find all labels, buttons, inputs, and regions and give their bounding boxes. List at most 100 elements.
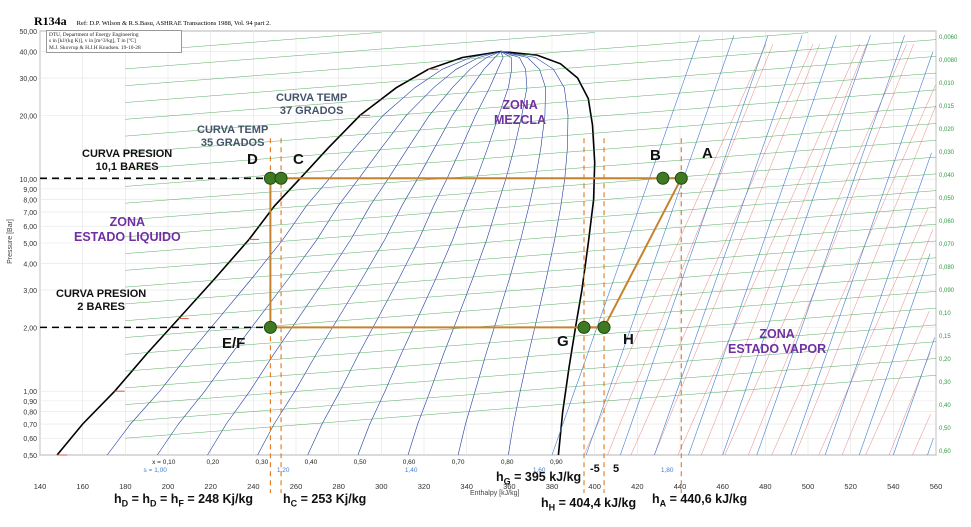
x-tick-label: 220 [204, 482, 217, 491]
right-axis-label: 0,30 [939, 380, 951, 386]
entropy-line [927, 438, 934, 456]
x-tick-label: 140 [34, 482, 47, 491]
right-axis-label: 0,060 [939, 219, 955, 225]
isotherm-line [583, 43, 767, 456]
entropy-label: 1,80 [661, 467, 674, 474]
x-tick-label: 300 [375, 482, 388, 491]
y-tick-label: 0,50 [23, 453, 37, 460]
annotation-line: CURVA TEMP [276, 92, 348, 104]
volume-line [125, 257, 937, 321]
y-tick-label: 0,90 [23, 399, 37, 406]
entropy-line [756, 35, 905, 456]
point-label-EF: E/F [222, 335, 246, 352]
point-label-H: H [623, 331, 634, 348]
x-tick-label: 200 [162, 482, 175, 491]
point-label-A: A [702, 145, 713, 162]
entropy-line [893, 337, 935, 456]
y-tick-label: 1,00 [23, 389, 37, 396]
quality-line [407, 51, 528, 456]
cycle-point-marker [577, 320, 591, 334]
right-axis-label: 0,040 [939, 173, 955, 179]
isotherm-line [912, 413, 931, 456]
annotation-line: 10,1 BARES [95, 161, 159, 173]
right-axis-label: 0,090 [939, 288, 955, 294]
right-axis-label: 0,080 [939, 265, 955, 271]
x-tick-label: 440 [674, 482, 687, 491]
enthalpy-value-hC: hC = 253 Kj/kg [283, 492, 367, 509]
annotation-line: ESTADO VAPOR [728, 342, 827, 356]
grid [39, 30, 937, 456]
isotherm-line [818, 208, 929, 456]
y-tick-label: 0,60 [23, 436, 37, 443]
enthalpy-value-hA: hA = 440,6 kJ/kg [652, 492, 748, 509]
x-tick-label: 460 [716, 482, 729, 491]
y-tick-label: 50,00 [19, 29, 37, 36]
quality-label: 0,90 [550, 459, 563, 466]
quality-line [157, 51, 501, 456]
annotation-line: CURVA PRESION [82, 148, 173, 160]
isotherm-line [724, 43, 907, 456]
quality-line [307, 51, 504, 456]
quality-label: 0,50 [354, 459, 367, 466]
right-axis-label: 0,40 [939, 403, 951, 409]
right-axis-label: 0,020 [939, 127, 955, 133]
refrigeration-cycle [263, 171, 688, 334]
quality-line [500, 51, 569, 456]
label-minus-5: -5 [590, 463, 600, 475]
annotation-line: ESTADO LIQUIDO [74, 230, 181, 244]
annotation-zona-vapor: ZONA ESTADO VAPOR [728, 327, 826, 357]
entropy-line [722, 35, 871, 456]
volume-line [125, 223, 937, 288]
x-axis-title: Enthalpy [kJ/kg] [470, 490, 520, 497]
quality-line [207, 51, 501, 456]
y-tick-label: 4,00 [23, 262, 37, 269]
volume-line [125, 56, 937, 120]
y-tick-label: 9,00 [23, 187, 37, 194]
entropy-line [551, 35, 701, 456]
volume-line [125, 375, 937, 439]
annotation-curva-presion-10: CURVA PRESION 10,1 BARES [82, 148, 172, 174]
right-axis-label: 0,20 [939, 357, 951, 363]
chart-reference: Ref: D.P. Wilson & R.S.Basu, ASHRAE Tran… [76, 20, 271, 27]
y-tick-label: 2,00 [23, 325, 37, 332]
volume-line [125, 240, 937, 305]
saturated-liquid-line [56, 50, 501, 456]
quality-line [257, 51, 502, 456]
isotherm-line [630, 43, 814, 456]
credit-line: DTU, Department of Energy Engineering [49, 32, 139, 38]
right-axis-label: 0,030 [939, 150, 955, 156]
annotation-line: ZONA [109, 215, 146, 229]
volume-line [125, 106, 937, 170]
enthalpy-value-hG: hG = 395 kJ/kg [496, 470, 582, 487]
quality-label: 0,40 [305, 459, 318, 466]
annotation-line: ZONA [759, 327, 795, 341]
cycle-point-marker [597, 320, 611, 334]
y-tick-label: 40,00 [19, 50, 37, 57]
y-tick-label: 0,80 [23, 410, 37, 417]
credit-line: M.J. Skovrup & H.J.H Knudsen. 19-10-28 [49, 44, 141, 51]
point-label-C: C [293, 151, 304, 168]
entropy-line [790, 52, 934, 456]
volume-line [125, 140, 937, 204]
x-tick-label: 340 [460, 482, 473, 491]
saturated-vapor-line [500, 50, 596, 456]
x-tick-label: 320 [418, 482, 431, 491]
right-axis-label: 0,010 [939, 81, 955, 87]
volume-line [125, 89, 937, 154]
entropy-label: 1,60 [533, 467, 546, 474]
annotation-line: 37 GRADOS [279, 105, 344, 117]
y-tick-label: 30,00 [19, 76, 37, 83]
label-plus-5: 5 [613, 463, 620, 475]
quality-label: x = 0,10 [152, 459, 176, 466]
isotherm-line [701, 44, 867, 456]
y-axis-title: Pressure [Bar] [6, 219, 14, 264]
guide-lines [40, 138, 682, 493]
right-axis-label: 0,10 [939, 311, 951, 317]
annotation-line: 2 BARES [77, 301, 125, 313]
chart-title: R134a [34, 14, 67, 28]
enthalpy-value-hH: hH = 404,4 kJ/kg [541, 496, 637, 513]
right-axis-label: 0,15 [939, 334, 951, 340]
point-label-G: G [557, 333, 569, 350]
quality-line [357, 51, 513, 456]
property-curves [56, 32, 937, 456]
